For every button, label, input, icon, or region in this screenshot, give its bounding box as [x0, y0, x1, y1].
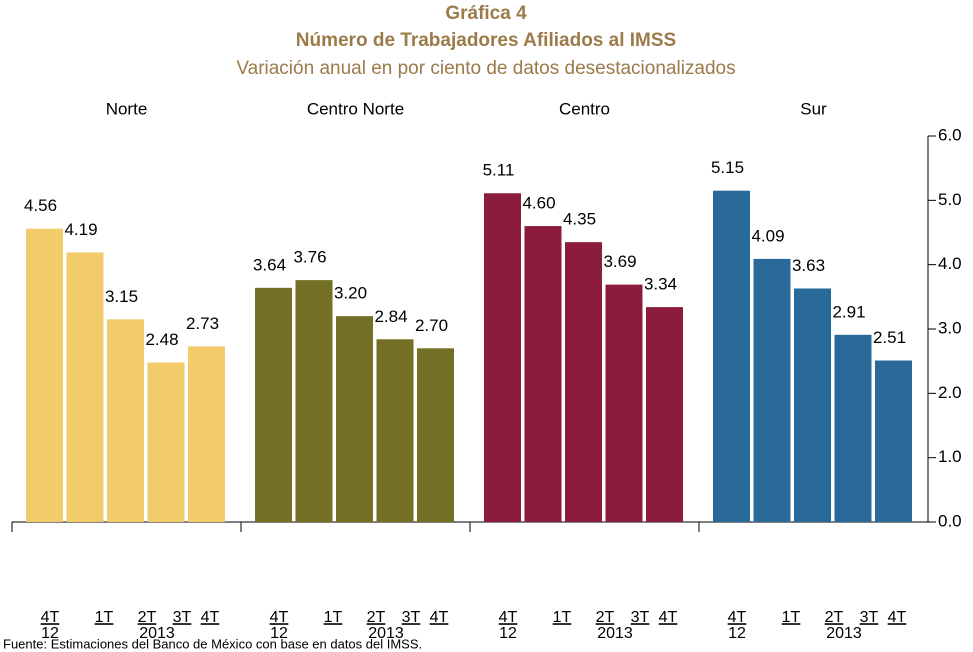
year-label: 12 [499, 625, 517, 642]
value-label: 3.69 [603, 252, 636, 271]
value-label: 3.15 [105, 287, 138, 306]
chart-subtitle: Número de Trabajadores Afiliados al IMSS [296, 30, 676, 51]
value-label: 2.51 [873, 328, 906, 347]
x-tick-label: 2T [825, 609, 844, 626]
value-label: 4.09 [751, 226, 784, 245]
bar [753, 258, 791, 522]
value-label: 4.60 [522, 194, 555, 213]
bar [713, 190, 750, 522]
x-tick-label: 1T [782, 609, 801, 626]
x-tick-label: 2T [138, 609, 157, 626]
chart-title: Gráfica 4 [445, 3, 527, 24]
bar [26, 228, 63, 522]
value-label: 2.70 [415, 316, 448, 335]
bar [66, 252, 104, 522]
year-label: 12 [41, 625, 59, 642]
value-label: 2.91 [832, 302, 865, 321]
x-tick-label: 4T [728, 609, 747, 626]
y-tick-label: 0.0 [938, 511, 962, 530]
bar [107, 319, 144, 522]
year-label: 2013 [368, 625, 404, 642]
x-tick-label: 4T [888, 609, 907, 626]
region-label: Sur [800, 99, 827, 118]
value-label: 4.19 [64, 220, 97, 239]
region-label: Norte [106, 99, 148, 118]
bar [524, 226, 562, 523]
bar [295, 280, 333, 522]
bar [875, 360, 912, 522]
bar [484, 193, 521, 523]
year-label: 2013 [826, 625, 862, 642]
x-tick-label: 1T [553, 609, 572, 626]
chart-description: Variación anual en por ciento de datos d… [236, 58, 735, 79]
value-label: 4.35 [563, 210, 596, 229]
year-label: 2013 [139, 625, 175, 642]
value-label: 5.11 [483, 161, 515, 180]
bar [188, 346, 225, 522]
x-tick-label: 4T [201, 609, 220, 626]
value-label: 3.64 [253, 255, 286, 274]
y-tick-label: 5.0 [938, 190, 962, 209]
source-note: Fuente: Estimaciones del Banco de México… [3, 636, 422, 651]
bar [834, 334, 872, 522]
bar [417, 348, 454, 522]
bar [605, 284, 643, 522]
bar [255, 287, 292, 522]
x-tick-label: 1T [324, 609, 343, 626]
value-label: 3.34 [644, 275, 677, 294]
x-tick-label: 3T [860, 609, 879, 626]
x-tick-label: 3T [402, 609, 421, 626]
y-tick-label: 1.0 [938, 447, 962, 466]
x-tick-label: 3T [631, 609, 650, 626]
bar [147, 362, 185, 522]
bar [376, 339, 414, 522]
x-tick-label: 4T [270, 609, 289, 626]
y-tick-label: 3.0 [938, 318, 962, 337]
value-label: 2.84 [374, 307, 407, 326]
year-label: 2013 [597, 625, 633, 642]
x-tick-label: 4T [499, 609, 518, 626]
y-tick-label: 6.0 [938, 125, 962, 144]
x-tick-label: 4T [659, 609, 678, 626]
y-tick-label: 4.0 [938, 254, 962, 273]
value-label: 4.56 [24, 196, 57, 215]
x-tick-label: 3T [173, 609, 192, 626]
y-tick-label: 2.0 [938, 383, 962, 402]
value-label: 3.63 [792, 256, 825, 275]
x-tick-label: 1T [95, 609, 114, 626]
year-label: 12 [270, 625, 288, 642]
value-label: 3.20 [334, 284, 367, 303]
x-tick-label: 4T [41, 609, 60, 626]
value-label: 5.15 [711, 158, 744, 177]
region-label: Centro [559, 99, 610, 118]
bar [794, 288, 831, 522]
x-tick-label: 4T [430, 609, 449, 626]
x-tick-label: 2T [596, 609, 615, 626]
year-label: 12 [728, 625, 746, 642]
value-label: 2.73 [186, 314, 219, 333]
bar [646, 307, 683, 522]
value-label: 3.76 [293, 248, 326, 267]
value-label: 2.48 [145, 330, 178, 349]
x-tick-label: 2T [367, 609, 386, 626]
region-label: Centro Norte [307, 99, 404, 118]
bar [565, 242, 602, 522]
bar [336, 316, 373, 522]
